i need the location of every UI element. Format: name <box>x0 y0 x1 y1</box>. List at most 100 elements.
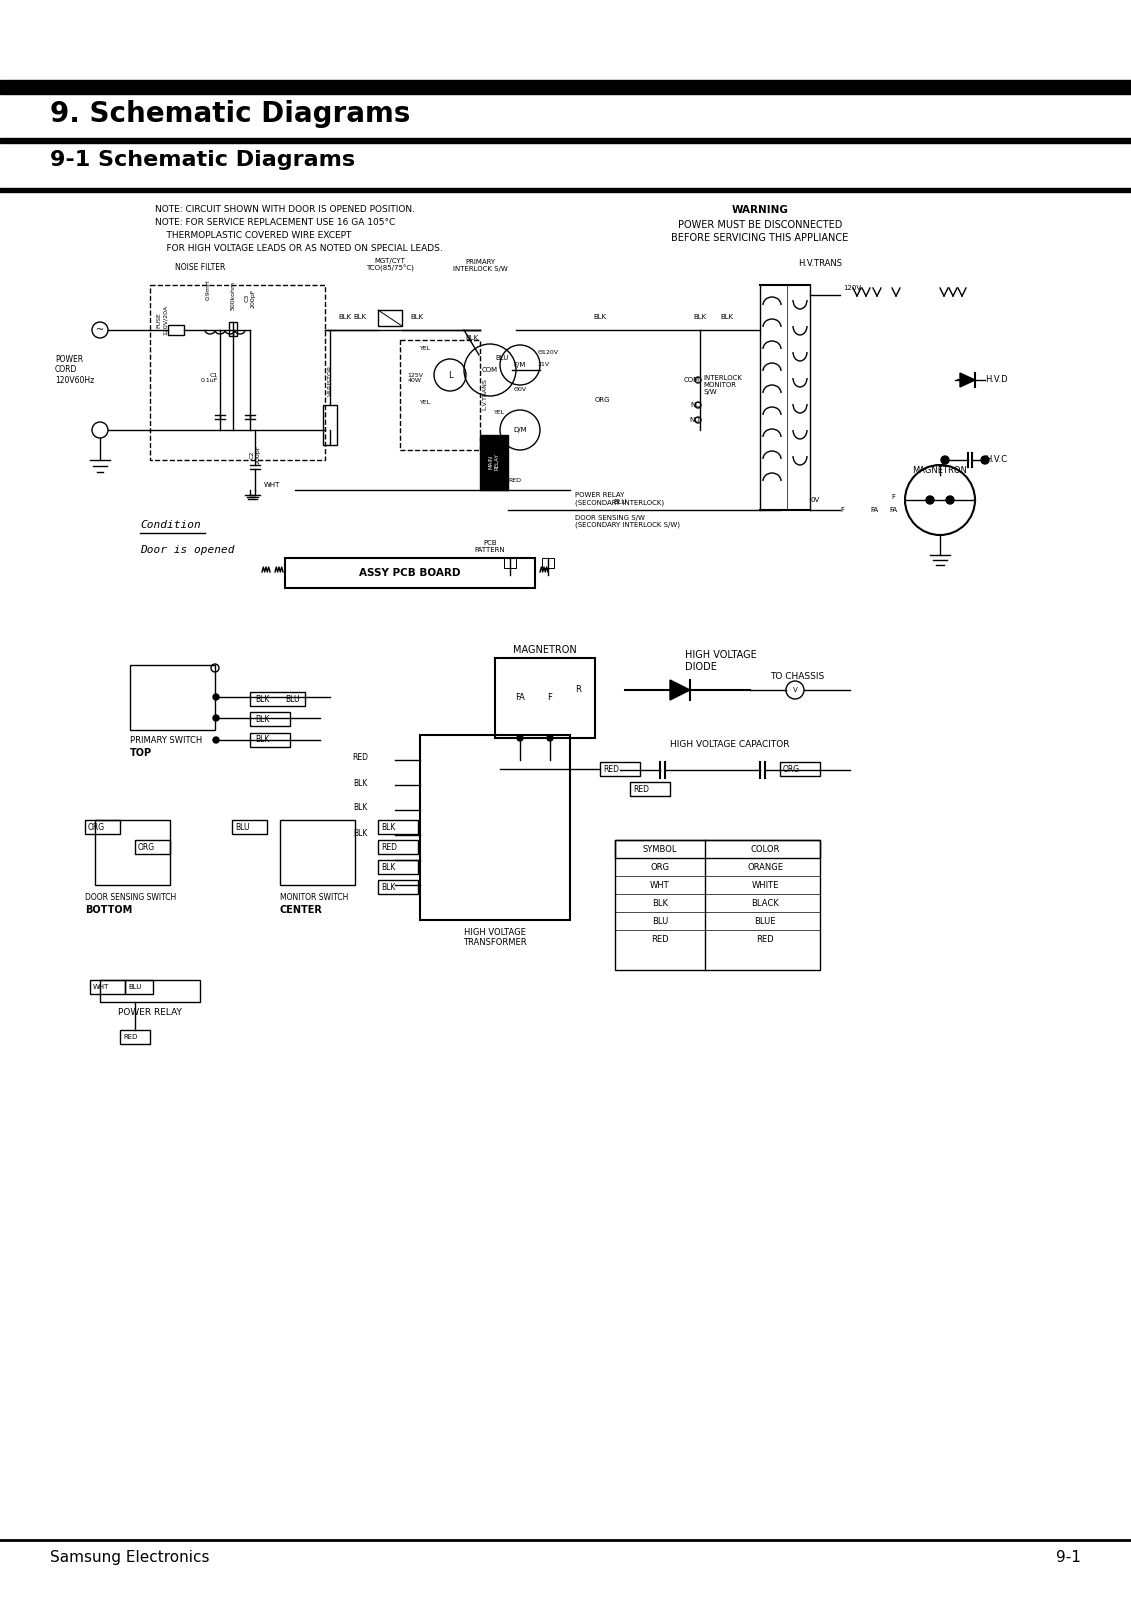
Circle shape <box>981 456 988 464</box>
Text: Θ120V: Θ120V <box>538 349 559 355</box>
Text: BLK: BLK <box>381 862 396 872</box>
Text: Θ0V: Θ0V <box>513 387 527 392</box>
Text: ORG: ORG <box>595 397 611 403</box>
Bar <box>0 138 1131 142</box>
Bar <box>126 979 153 994</box>
Bar <box>285 558 535 587</box>
Text: POWER MUST BE DISCONNECTED: POWER MUST BE DISCONNECTED <box>677 219 843 230</box>
Text: YEL: YEL <box>420 400 431 405</box>
Text: ASSY PCB BOARD: ASSY PCB BOARD <box>360 568 460 578</box>
Text: BLK: BLK <box>381 822 396 832</box>
Text: BLU: BLU <box>495 355 508 362</box>
Bar <box>95 819 170 885</box>
Text: FA: FA <box>515 693 525 702</box>
Text: COM: COM <box>684 378 700 382</box>
Text: TO CHASSIS: TO CHASSIS <box>770 672 824 682</box>
Bar <box>90 979 126 994</box>
Text: BOTTOM: BOTTOM <box>85 906 132 915</box>
Text: C1
0.1uF: C1 0.1uF <box>200 373 218 384</box>
Bar <box>615 840 820 858</box>
Text: BLACK: BLACK <box>751 899 779 907</box>
Text: FOR HIGH VOLTAGE LEADS OR AS NOTED ON SPECIAL LEADS.: FOR HIGH VOLTAGE LEADS OR AS NOTED ON SP… <box>155 243 442 253</box>
Bar <box>0 80 1131 94</box>
Text: FUSE
120V/20A: FUSE 120V/20A <box>156 306 167 334</box>
Text: H.V.TRANS: H.V.TRANS <box>798 259 841 267</box>
Text: D/M: D/M <box>513 427 527 434</box>
Bar <box>120 1030 150 1043</box>
Text: BLK: BLK <box>254 736 269 744</box>
Text: BLUE: BLUE <box>754 917 776 925</box>
Bar <box>400 341 480 450</box>
Text: C3
200pF: C3 200pF <box>244 288 256 307</box>
Text: H.V.C: H.V.C <box>985 456 1007 464</box>
Text: HIGH VOLTAGE
TRANSFORMER: HIGH VOLTAGE TRANSFORMER <box>464 928 527 947</box>
Bar <box>780 762 820 776</box>
Text: POWER RELAY
(SECONDARY INTERLOCK): POWER RELAY (SECONDARY INTERLOCK) <box>575 493 664 506</box>
Bar <box>495 658 595 738</box>
Text: BLK: BLK <box>465 334 478 341</box>
Text: RED: RED <box>633 784 649 794</box>
Text: C2
200pF: C2 200pF <box>250 445 260 464</box>
Text: L: L <box>448 371 452 379</box>
Text: BLK: BLK <box>594 314 606 320</box>
Polygon shape <box>960 373 975 387</box>
Text: WHT: WHT <box>264 482 280 488</box>
Bar <box>504 558 516 568</box>
Bar <box>378 310 402 326</box>
Bar <box>378 840 418 854</box>
Text: 0V: 0V <box>811 498 820 502</box>
Circle shape <box>946 496 955 504</box>
Text: YEL: YEL <box>420 346 431 350</box>
Text: RED: RED <box>352 752 368 762</box>
Text: 9-1: 9-1 <box>1056 1550 1081 1565</box>
Bar <box>85 819 120 834</box>
Text: RED: RED <box>651 934 668 944</box>
Text: NOTE: FOR SERVICE REPLACEMENT USE 16 GA 105°C: NOTE: FOR SERVICE REPLACEMENT USE 16 GA … <box>155 218 395 227</box>
Text: COM: COM <box>482 366 498 373</box>
Text: MGT/CYT
TCO(85/75°C): MGT/CYT TCO(85/75°C) <box>366 258 414 272</box>
Circle shape <box>517 734 523 741</box>
Text: DOOR SENSING SWITCH: DOOR SENSING SWITCH <box>85 893 176 902</box>
Bar <box>378 880 418 894</box>
Text: DOOR SENSING S/W
(SECONDARY INTERLOCK S/W): DOOR SENSING S/W (SECONDARY INTERLOCK S/… <box>575 515 680 528</box>
Text: BLU: BLU <box>285 694 300 704</box>
Text: 9. Schematic Diagrams: 9. Schematic Diagrams <box>50 99 411 128</box>
Text: BLK: BLK <box>720 314 733 320</box>
Text: ORANGE: ORANGE <box>746 862 783 872</box>
Text: PCB
PATTERN: PCB PATTERN <box>475 541 506 554</box>
Text: POWER
CORD
120V60Hz: POWER CORD 120V60Hz <box>55 355 94 386</box>
Text: BLU: BLU <box>651 917 668 925</box>
Text: 125V
40W: 125V 40W <box>407 373 423 384</box>
Bar <box>228 322 238 336</box>
Bar <box>480 435 508 490</box>
Bar <box>150 285 325 461</box>
Text: TOP: TOP <box>130 749 153 758</box>
Text: L.V.TRANS: L.V.TRANS <box>482 378 487 410</box>
Text: BLU: BLU <box>235 822 250 832</box>
Text: ORG: ORG <box>88 822 105 832</box>
Text: ~: ~ <box>96 325 104 334</box>
Text: HIGH VOLTAGE CAPACITOR: HIGH VOLTAGE CAPACITOR <box>671 739 789 749</box>
Circle shape <box>547 734 553 741</box>
Text: F: F <box>891 494 895 499</box>
Bar <box>100 979 200 1002</box>
Text: 500kohm: 500kohm <box>231 282 235 310</box>
Circle shape <box>213 694 219 701</box>
Text: MAIN
RELAY: MAIN RELAY <box>489 453 500 470</box>
Text: BLK: BLK <box>254 694 269 704</box>
Bar <box>250 691 305 706</box>
Text: MAGNETRON: MAGNETRON <box>513 645 577 654</box>
Text: BLU: BLU <box>128 984 141 990</box>
Text: FA: FA <box>890 507 898 514</box>
Text: BLK: BLK <box>651 899 668 907</box>
Text: Door is opened: Door is opened <box>140 546 234 555</box>
Text: VARISTOR: VARISTOR <box>328 365 333 395</box>
Text: NC: NC <box>690 402 700 408</box>
Text: POWER RELAY: POWER RELAY <box>118 1008 182 1018</box>
Text: PRIMARY
INTERLOCK S/W: PRIMARY INTERLOCK S/W <box>452 259 508 272</box>
Circle shape <box>213 738 219 742</box>
Text: 0.9mH: 0.9mH <box>206 280 210 301</box>
Text: F: F <box>547 693 552 702</box>
Text: F: F <box>840 507 844 514</box>
Bar <box>323 405 337 445</box>
